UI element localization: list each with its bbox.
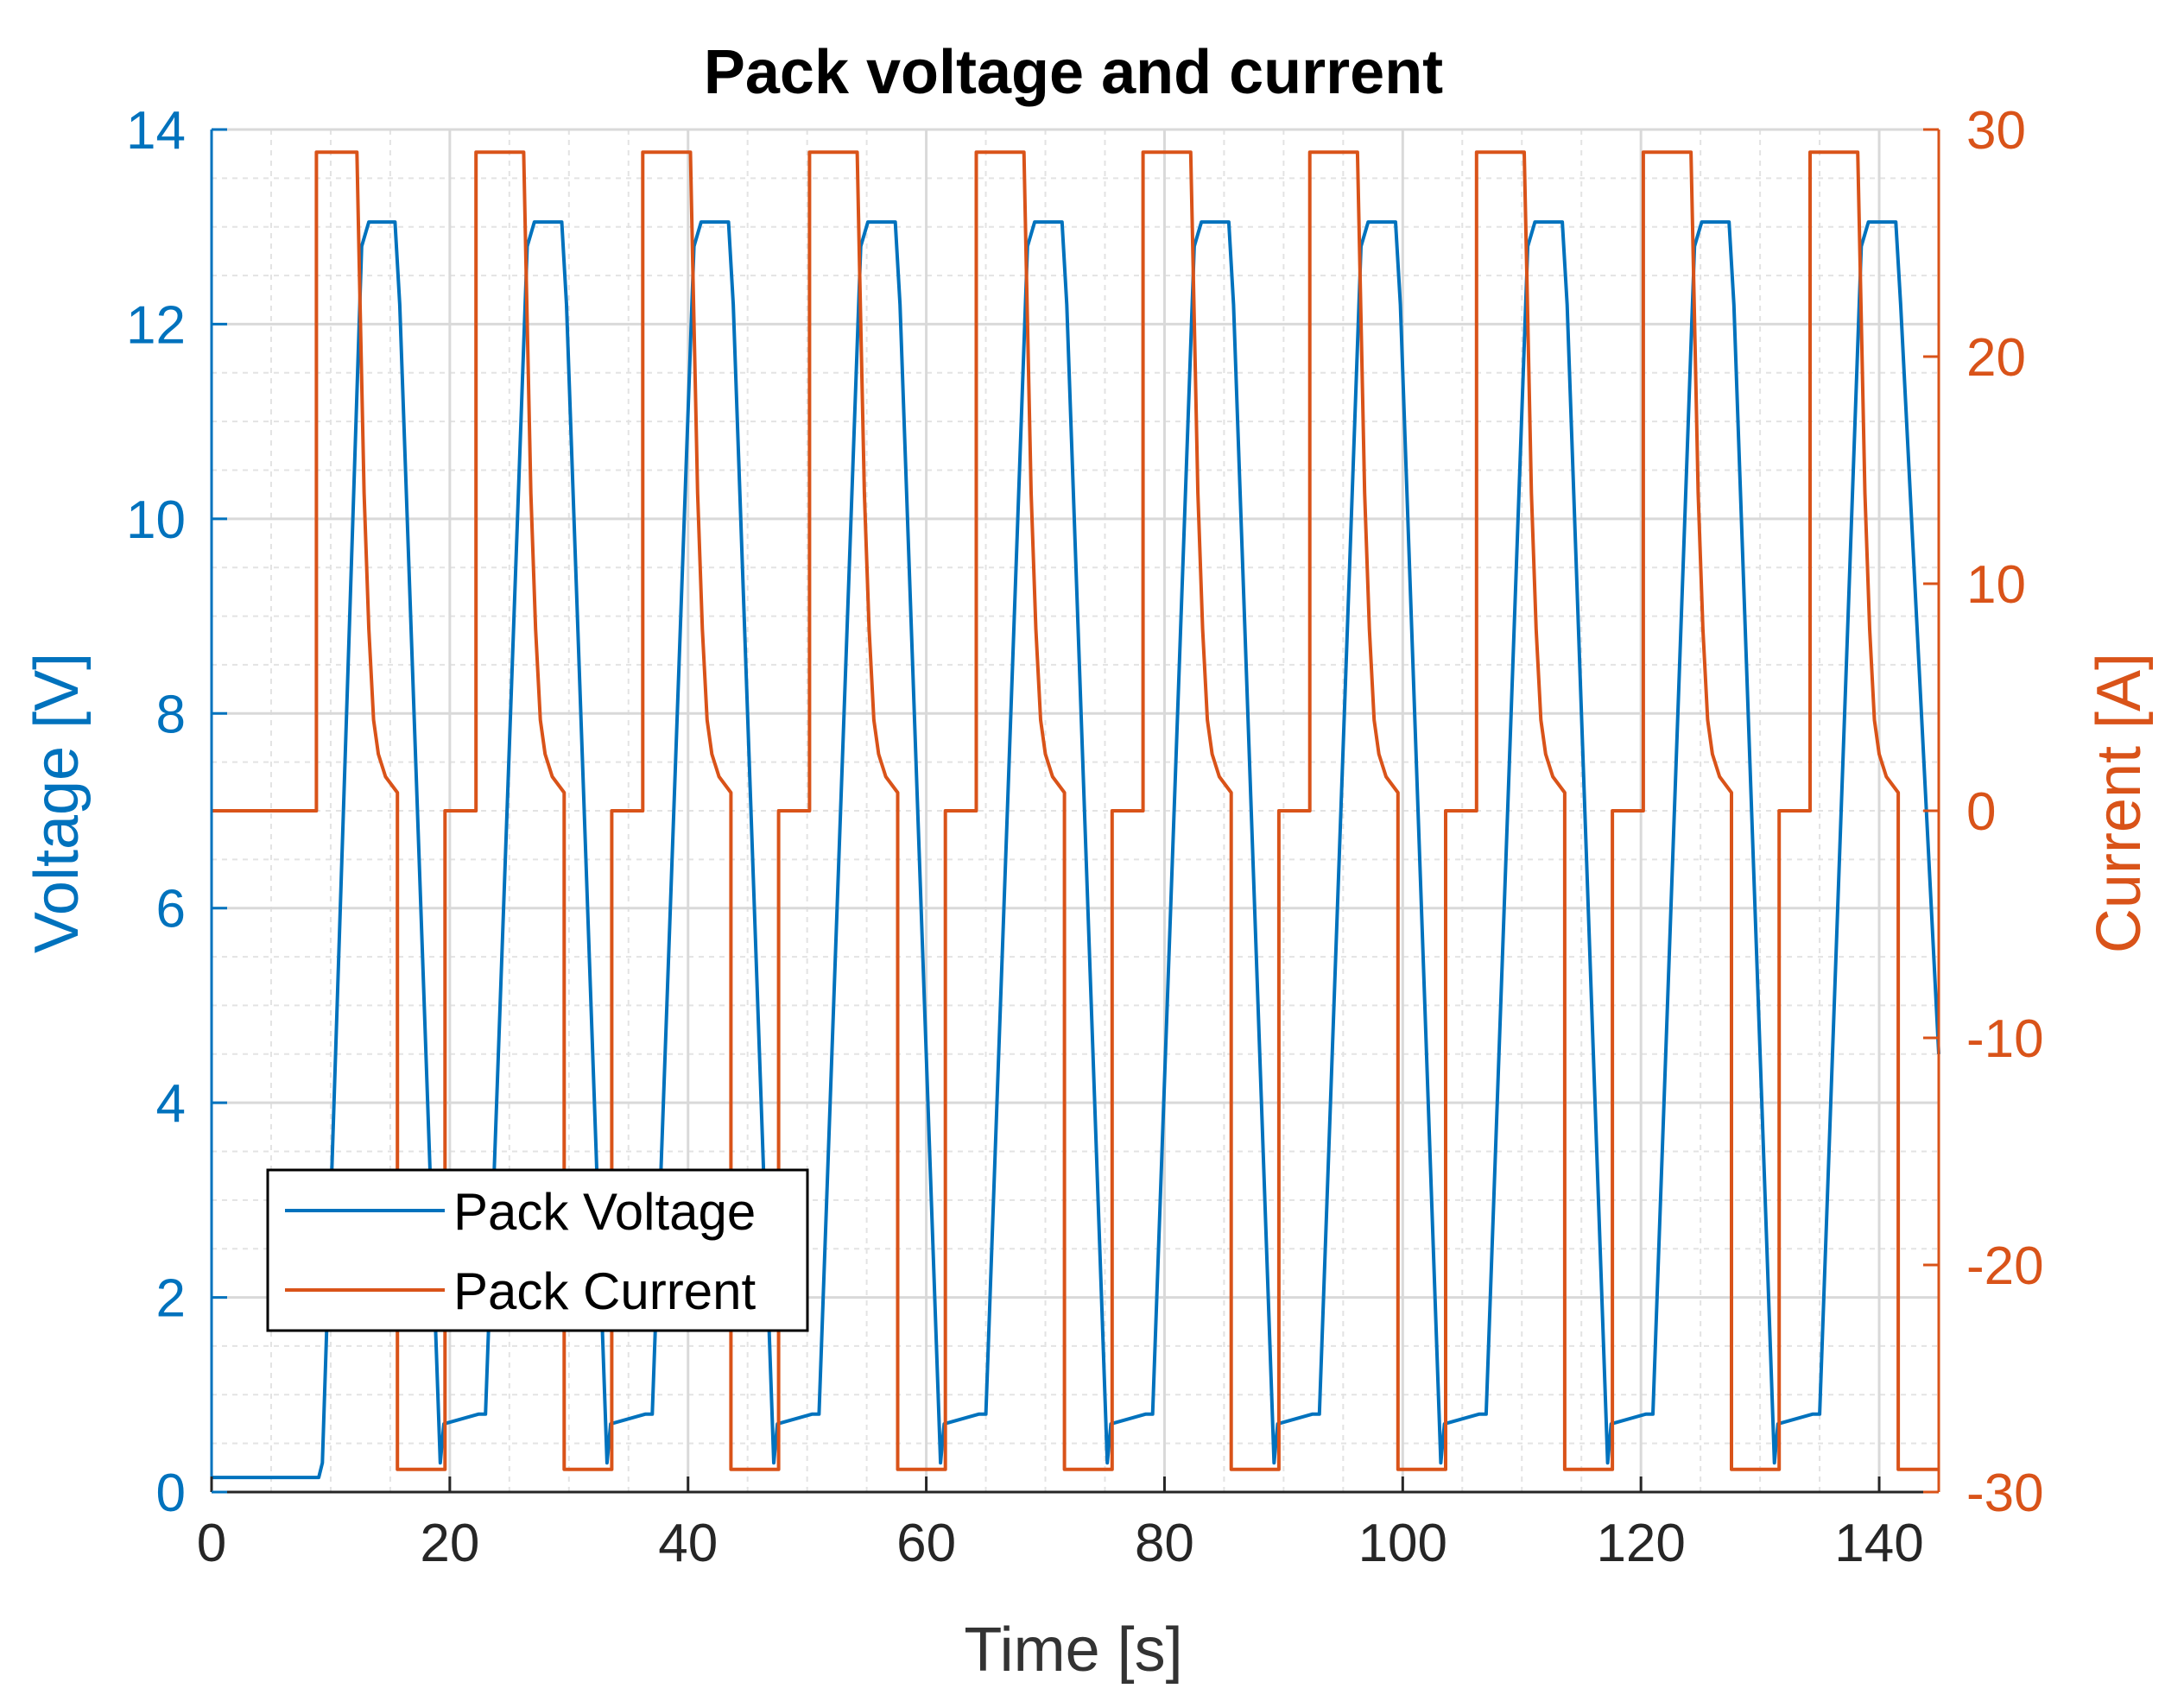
x-tick-label: 60	[896, 1514, 956, 1573]
y-right-tick-label: 30	[1966, 101, 2026, 161]
y-right-tick-label: -30	[1966, 1464, 2044, 1523]
x-tick-label: 20	[420, 1514, 479, 1573]
x-tick-label: 100	[1358, 1514, 1447, 1573]
legend-box	[266, 1168, 809, 1332]
legend-label-current: Pack Current	[453, 1262, 756, 1320]
y-left-tick-label: 14	[126, 101, 186, 161]
y-right-tick-label: 0	[1966, 782, 1996, 842]
x-tick-label: 80	[1135, 1514, 1194, 1573]
series-line-pack-current	[212, 150, 1939, 1471]
y-left-tick-label: 6	[156, 880, 186, 939]
y-left-tick-label: 4	[156, 1074, 186, 1134]
x-tick-label: 140	[1834, 1514, 1923, 1573]
series-layer	[212, 150, 1940, 1480]
legend: Pack Voltage Pack Current	[266, 1168, 809, 1332]
y-left-tick-label: 10	[126, 490, 186, 550]
y-right-tick-label: 20	[1966, 328, 2026, 388]
y-left-tick-label: 8	[156, 685, 186, 744]
y-right-tick-label: -20	[1966, 1236, 2044, 1296]
axes	[210, 128, 1940, 1494]
y-right-tick-label: -10	[1966, 1009, 2044, 1069]
legend-label-voltage: Pack Voltage	[453, 1183, 756, 1241]
x-tick-label: 120	[1596, 1514, 1685, 1573]
y-left-tick-label: 0	[156, 1464, 186, 1523]
y-axis-right-title: Current [A]	[2085, 653, 2154, 953]
x-tick-label: 0	[197, 1514, 226, 1573]
y-left-tick-label: 2	[156, 1269, 186, 1329]
series-line-pack-voltage	[212, 220, 1940, 1480]
x-axis-title: Time [s]	[964, 1616, 1182, 1685]
y-right-tick-label: 10	[1966, 555, 2026, 615]
chart-title: Pack voltage and current	[704, 38, 1443, 107]
y-axis-left-title: Voltage [V]	[22, 653, 92, 953]
tick-labels: 0 20 40 60 80 100 120 140 0 2 4 6 8 10 12 14 -30 -20 -10 0 1…	[126, 101, 2044, 1573]
y-left-tick-label: 12	[126, 295, 186, 355]
x-tick-label: 40	[658, 1514, 718, 1573]
